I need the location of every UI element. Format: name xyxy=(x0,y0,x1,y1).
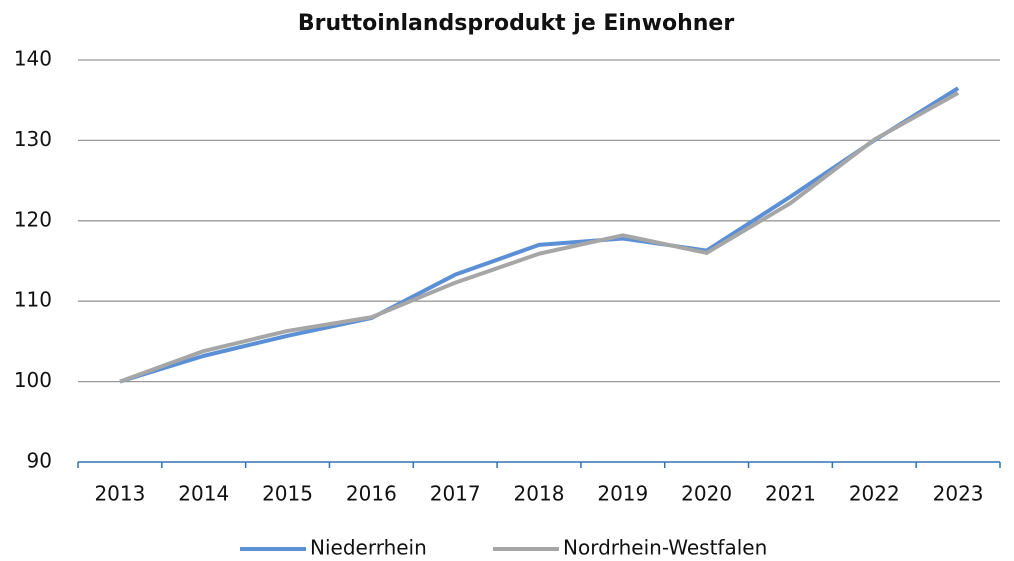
y-tick-label: 130 xyxy=(14,127,52,151)
x-tick-label: 2013 xyxy=(94,482,145,506)
series-line xyxy=(119,91,960,384)
x-tick-label: 2017 xyxy=(430,482,481,506)
y-tick-label: 140 xyxy=(14,47,52,71)
x-tick-label: 2019 xyxy=(597,482,648,506)
x-tick-label: 2016 xyxy=(346,482,397,506)
y-tick-label: 120 xyxy=(14,207,52,231)
x-tick-label: 2014 xyxy=(178,482,229,506)
y-tick-label: 100 xyxy=(14,368,52,392)
x-tick-label: 2021 xyxy=(765,482,816,506)
x-tick-label: 2020 xyxy=(681,482,732,506)
x-tick-label: 2023 xyxy=(933,482,984,506)
x-tick-label: 2022 xyxy=(849,482,900,506)
x-tick-label: 2018 xyxy=(514,482,565,506)
y-tick-label: 110 xyxy=(14,288,52,312)
x-tick-label: 2015 xyxy=(262,482,313,506)
legend-label: Niederrhein xyxy=(310,536,427,560)
series-line xyxy=(119,86,960,384)
legend-label: Nordrhein-Westfalen xyxy=(563,536,767,560)
chart-title: Bruttoinlandsprodukt je Einwohner xyxy=(298,11,734,36)
y-tick-label: 90 xyxy=(27,449,52,473)
